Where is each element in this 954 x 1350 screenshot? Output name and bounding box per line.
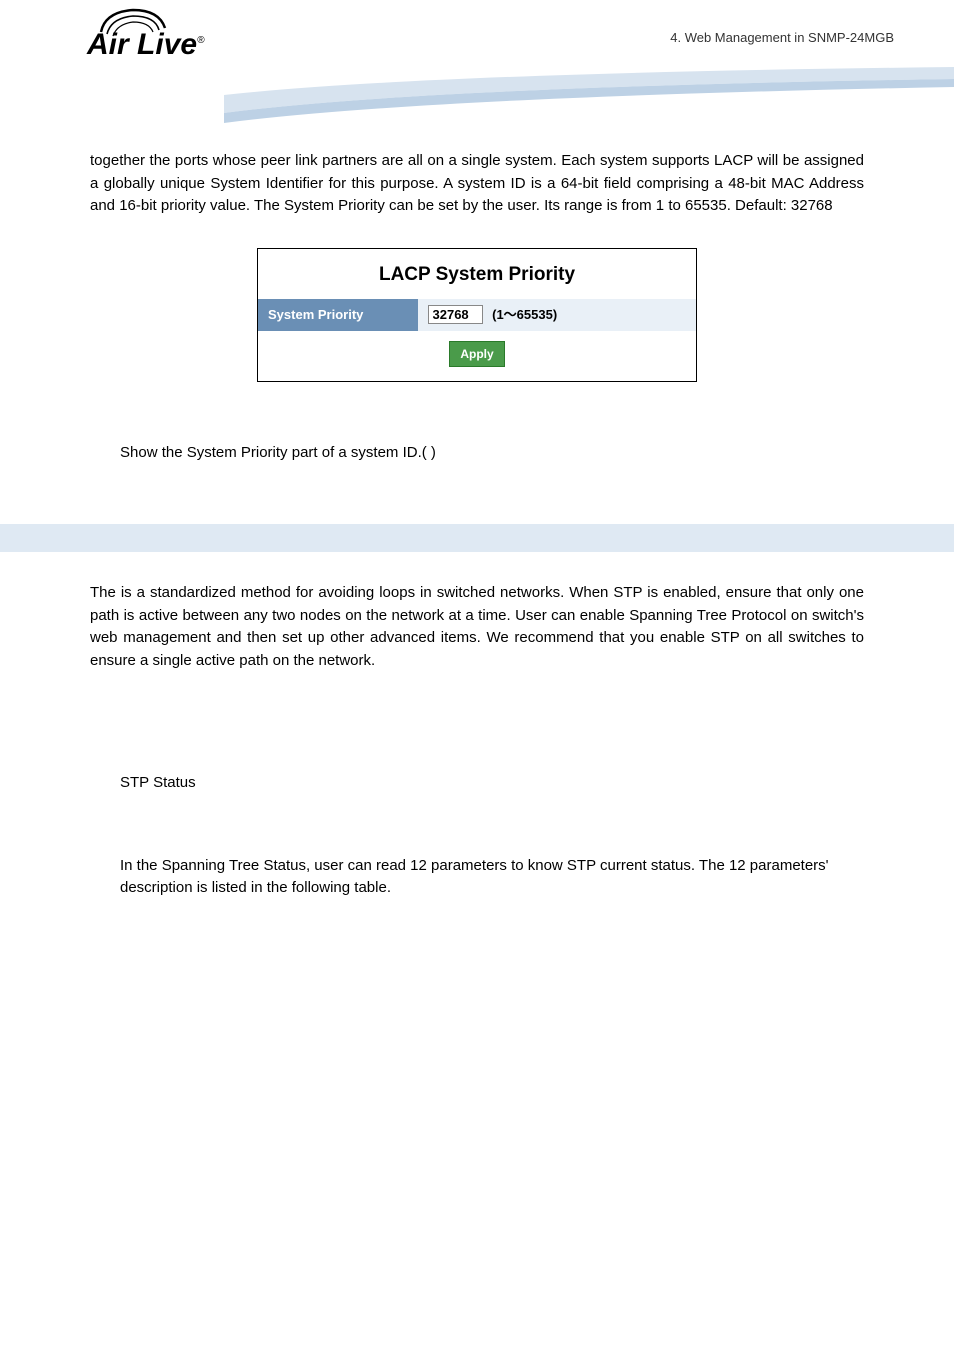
lacp-table-container: LACP System Priority System Priority (1～… — [90, 248, 864, 382]
page-content: together the ports whose peer link partn… — [0, 130, 954, 900]
page-header: 4. Web Management in SNMP-24MGB Air Live… — [0, 0, 954, 130]
system-priority-label: System Priority — [258, 299, 418, 331]
logo-text: Air Live® — [87, 28, 204, 62]
system-priority-input[interactable] — [428, 305, 483, 324]
stp-status-description: In the Spanning Tree Status, user can re… — [90, 855, 864, 900]
breadcrumb: 4. Web Management in SNMP-24MGB — [670, 30, 894, 45]
stp-status-heading: STP Status — [90, 772, 864, 795]
system-priority-range: (1～65535) — [492, 307, 557, 322]
system-priority-value-cell: (1～65535) — [418, 299, 697, 331]
apply-row: Apply — [258, 331, 697, 382]
section-divider-bar — [0, 524, 954, 552]
system-priority-note: Show the System Priority part of a syste… — [90, 442, 864, 465]
lacp-hash-paragraph: together the ports whose peer link partn… — [90, 150, 864, 218]
airlive-logo: Air Live® — [55, 0, 235, 80]
system-priority-row: System Priority (1～65535) — [258, 299, 697, 331]
reg-mark: ® — [197, 35, 204, 46]
apply-button[interactable]: Apply — [449, 341, 504, 367]
stp-intro-paragraph: The is a standardized method for avoidin… — [90, 582, 864, 672]
lacp-system-priority-table: LACP System Priority System Priority (1～… — [257, 248, 697, 382]
header-swoosh — [224, 65, 954, 125]
table-title-row: LACP System Priority — [258, 248, 697, 299]
table-title-cell: LACP System Priority — [258, 248, 697, 299]
